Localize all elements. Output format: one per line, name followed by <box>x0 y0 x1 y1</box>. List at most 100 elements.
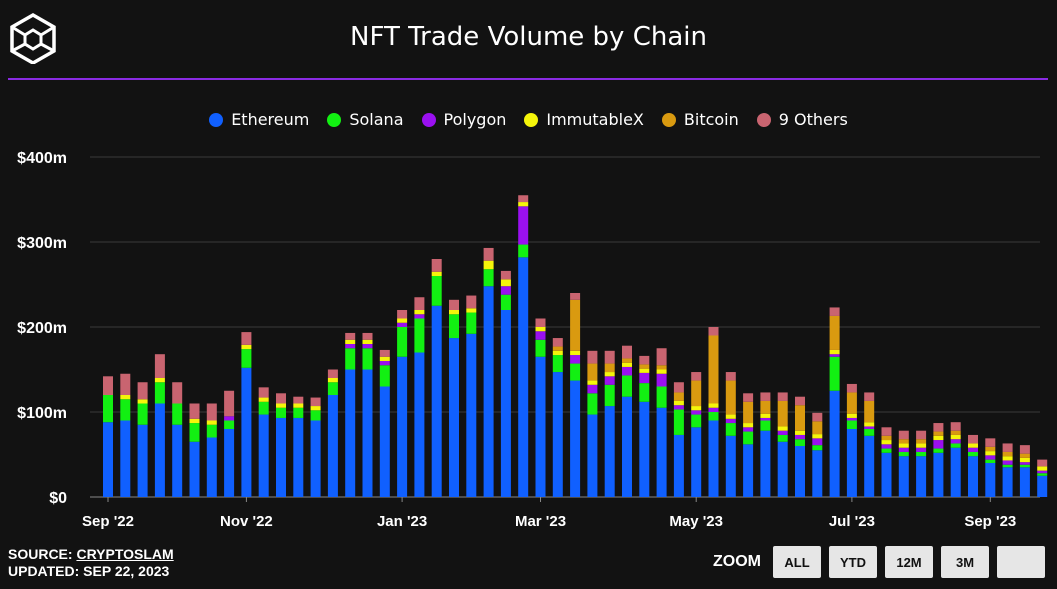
bar-segment-immutablex <box>276 403 286 408</box>
bar-segment-solana <box>379 365 390 387</box>
bar-segment-solana <box>743 431 754 445</box>
bar-segment-immutablex <box>310 406 321 411</box>
bar-segment-bitcoin <box>916 439 927 444</box>
bar-segment-ethereum <box>206 437 217 497</box>
title-divider <box>8 78 1048 80</box>
bar-segment-immutablex <box>587 380 598 385</box>
bar-segment-solana <box>345 348 356 370</box>
bar-segment-polygon <box>535 331 546 340</box>
bar-segment-polygon <box>777 430 788 435</box>
bar-segment-polygon <box>224 416 235 421</box>
bar-segment-9-others <box>985 438 996 447</box>
legend-dot-icon <box>209 112 224 127</box>
legend-dot-icon <box>661 112 676 127</box>
bar-segment-ethereum <box>414 352 425 497</box>
bar-segment-immutablex <box>345 339 356 344</box>
bar-segment-solana <box>777 434 788 442</box>
x-tick-label: May '23 <box>669 513 723 530</box>
bar-segment-9-others <box>241 332 252 345</box>
zoom-12m-button[interactable]: 12M <box>885 546 933 578</box>
zoom-3m-button[interactable]: 3M <box>941 546 989 578</box>
bar-segment-9-others <box>327 369 338 378</box>
bar-segment-immutablex <box>639 368 650 373</box>
bar-segment-9-others <box>500 270 511 280</box>
legend-item-others[interactable]: 9 Others <box>756 110 848 129</box>
bar-segment-immutablex <box>985 451 996 456</box>
bar-segment-polygon <box>587 384 598 394</box>
y-tick-label: $0 <box>49 490 67 507</box>
bar-segment-ethereum <box>518 257 529 497</box>
bar-segment-ethereum <box>224 429 235 497</box>
bar-segment-9-others <box>587 350 598 364</box>
bar-segment-immutablex <box>881 440 892 445</box>
bar-segment-solana <box>120 399 131 421</box>
bar-segment-ethereum <box>327 395 338 497</box>
bar-segment-immutablex <box>725 414 736 419</box>
legend-item-immutablex[interactable]: ImmutableX <box>524 110 644 129</box>
bar-segment-solana <box>449 314 459 339</box>
bar-segment-immutablex <box>154 378 165 383</box>
bar-segment-polygon <box>933 440 944 449</box>
legend-item-polygon[interactable]: Polygon <box>421 110 507 129</box>
bar-segment-9-others <box>933 423 944 432</box>
bar-segment-polygon <box>950 439 961 444</box>
source-link[interactable]: CRYPTOSLAM <box>76 546 174 562</box>
bar-segment-ethereum <box>846 429 857 497</box>
bar-segment-polygon <box>846 417 857 421</box>
bar-segment-polygon <box>345 344 356 349</box>
zoom-all-button[interactable]: ALL <box>773 546 821 578</box>
bar-segment-9-others <box>673 382 684 393</box>
bar-segment-solana <box>518 244 529 258</box>
bar-segment-9-others <box>310 397 321 407</box>
legend-item-ethereum[interactable]: Ethereum <box>209 110 309 129</box>
bar-segment-ethereum <box>397 356 408 497</box>
y-tick-label: $400m <box>17 150 67 167</box>
x-tick-label: Jan '23 <box>377 513 427 530</box>
bar-segment-immutablex <box>483 260 494 270</box>
x-tick-label: Nov '22 <box>220 513 273 530</box>
bar-segment-polygon <box>1002 460 1013 465</box>
bar-segment-ethereum <box>829 390 840 497</box>
bar-segment-immutablex <box>362 339 373 344</box>
bar-segment-bitcoin <box>587 363 598 381</box>
legend-item-solana[interactable]: Solana <box>327 110 404 129</box>
bar-segment-immutablex <box>449 310 459 315</box>
bar-segment-9-others <box>466 295 477 309</box>
bar-segment-ethereum <box>258 414 269 497</box>
bar-segment-immutablex <box>206 420 217 425</box>
legend-label: Bitcoin <box>683 110 739 129</box>
bar-segment-immutablex <box>795 430 805 435</box>
bar-segment-ethereum <box>449 338 459 497</box>
bar-segment-immutablex <box>691 406 702 411</box>
bar-segment-ethereum <box>864 435 875 497</box>
bar-segment-9-others <box>812 412 823 422</box>
bar-segment-9-others <box>120 373 131 395</box>
cryptoslam-logo-icon <box>10 12 56 64</box>
bar-segment-bitcoin <box>743 401 754 424</box>
bar-segment-polygon <box>881 444 892 449</box>
bar-segment-ethereum <box>362 369 373 497</box>
bar-segment-polygon <box>570 355 581 364</box>
bar-segment-9-others <box>950 422 961 431</box>
bar-segment-polygon <box>500 286 511 295</box>
bar-segment-9-others <box>535 318 546 327</box>
bar-segment-immutablex <box>743 423 754 428</box>
bar-segment-9-others <box>397 310 408 319</box>
zoom-custom-button[interactable] <box>997 546 1045 578</box>
bar-segment-polygon <box>397 322 408 327</box>
bar-segment-9-others <box>743 393 754 402</box>
bar-segment-solana <box>466 312 477 334</box>
bar-segment-immutablex <box>397 318 408 323</box>
zoom-ytd-button[interactable]: YTD <box>829 546 877 578</box>
bar-segment-immutablex <box>500 279 511 287</box>
bar-segment-immutablex <box>812 434 823 439</box>
zoom-controls: ZOOM ALL YTD 12M 3M <box>713 546 1045 578</box>
bar-segment-solana <box>933 448 944 453</box>
legend-item-bitcoin[interactable]: Bitcoin <box>661 110 739 129</box>
bar-segment-polygon <box>898 447 909 452</box>
bar-segment-immutablex <box>518 202 529 207</box>
legend-label: Ethereum <box>231 110 310 129</box>
legend-label: Polygon <box>443 110 507 129</box>
stacked-bar-chart: $0 $100m $200m $300m $400m Sep '22 Nov '22 Jan … <box>17 150 1048 530</box>
bar-segment-bitcoin <box>846 392 857 414</box>
